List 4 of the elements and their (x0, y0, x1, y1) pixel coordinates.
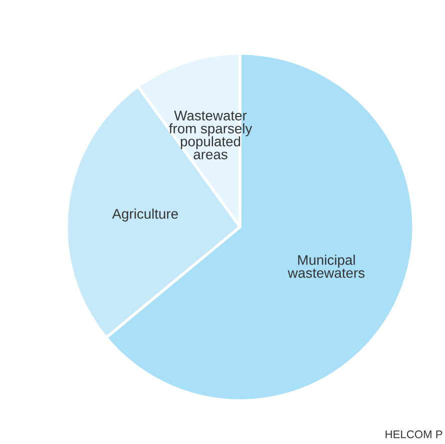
text: HELCOM P (386, 430, 442, 438)
slice-label: Agriculture (112, 208, 178, 222)
slice-label: Municipal wastewaters (288, 254, 364, 278)
slice-label: Wastewater from sparsely populated areas (169, 110, 252, 160)
